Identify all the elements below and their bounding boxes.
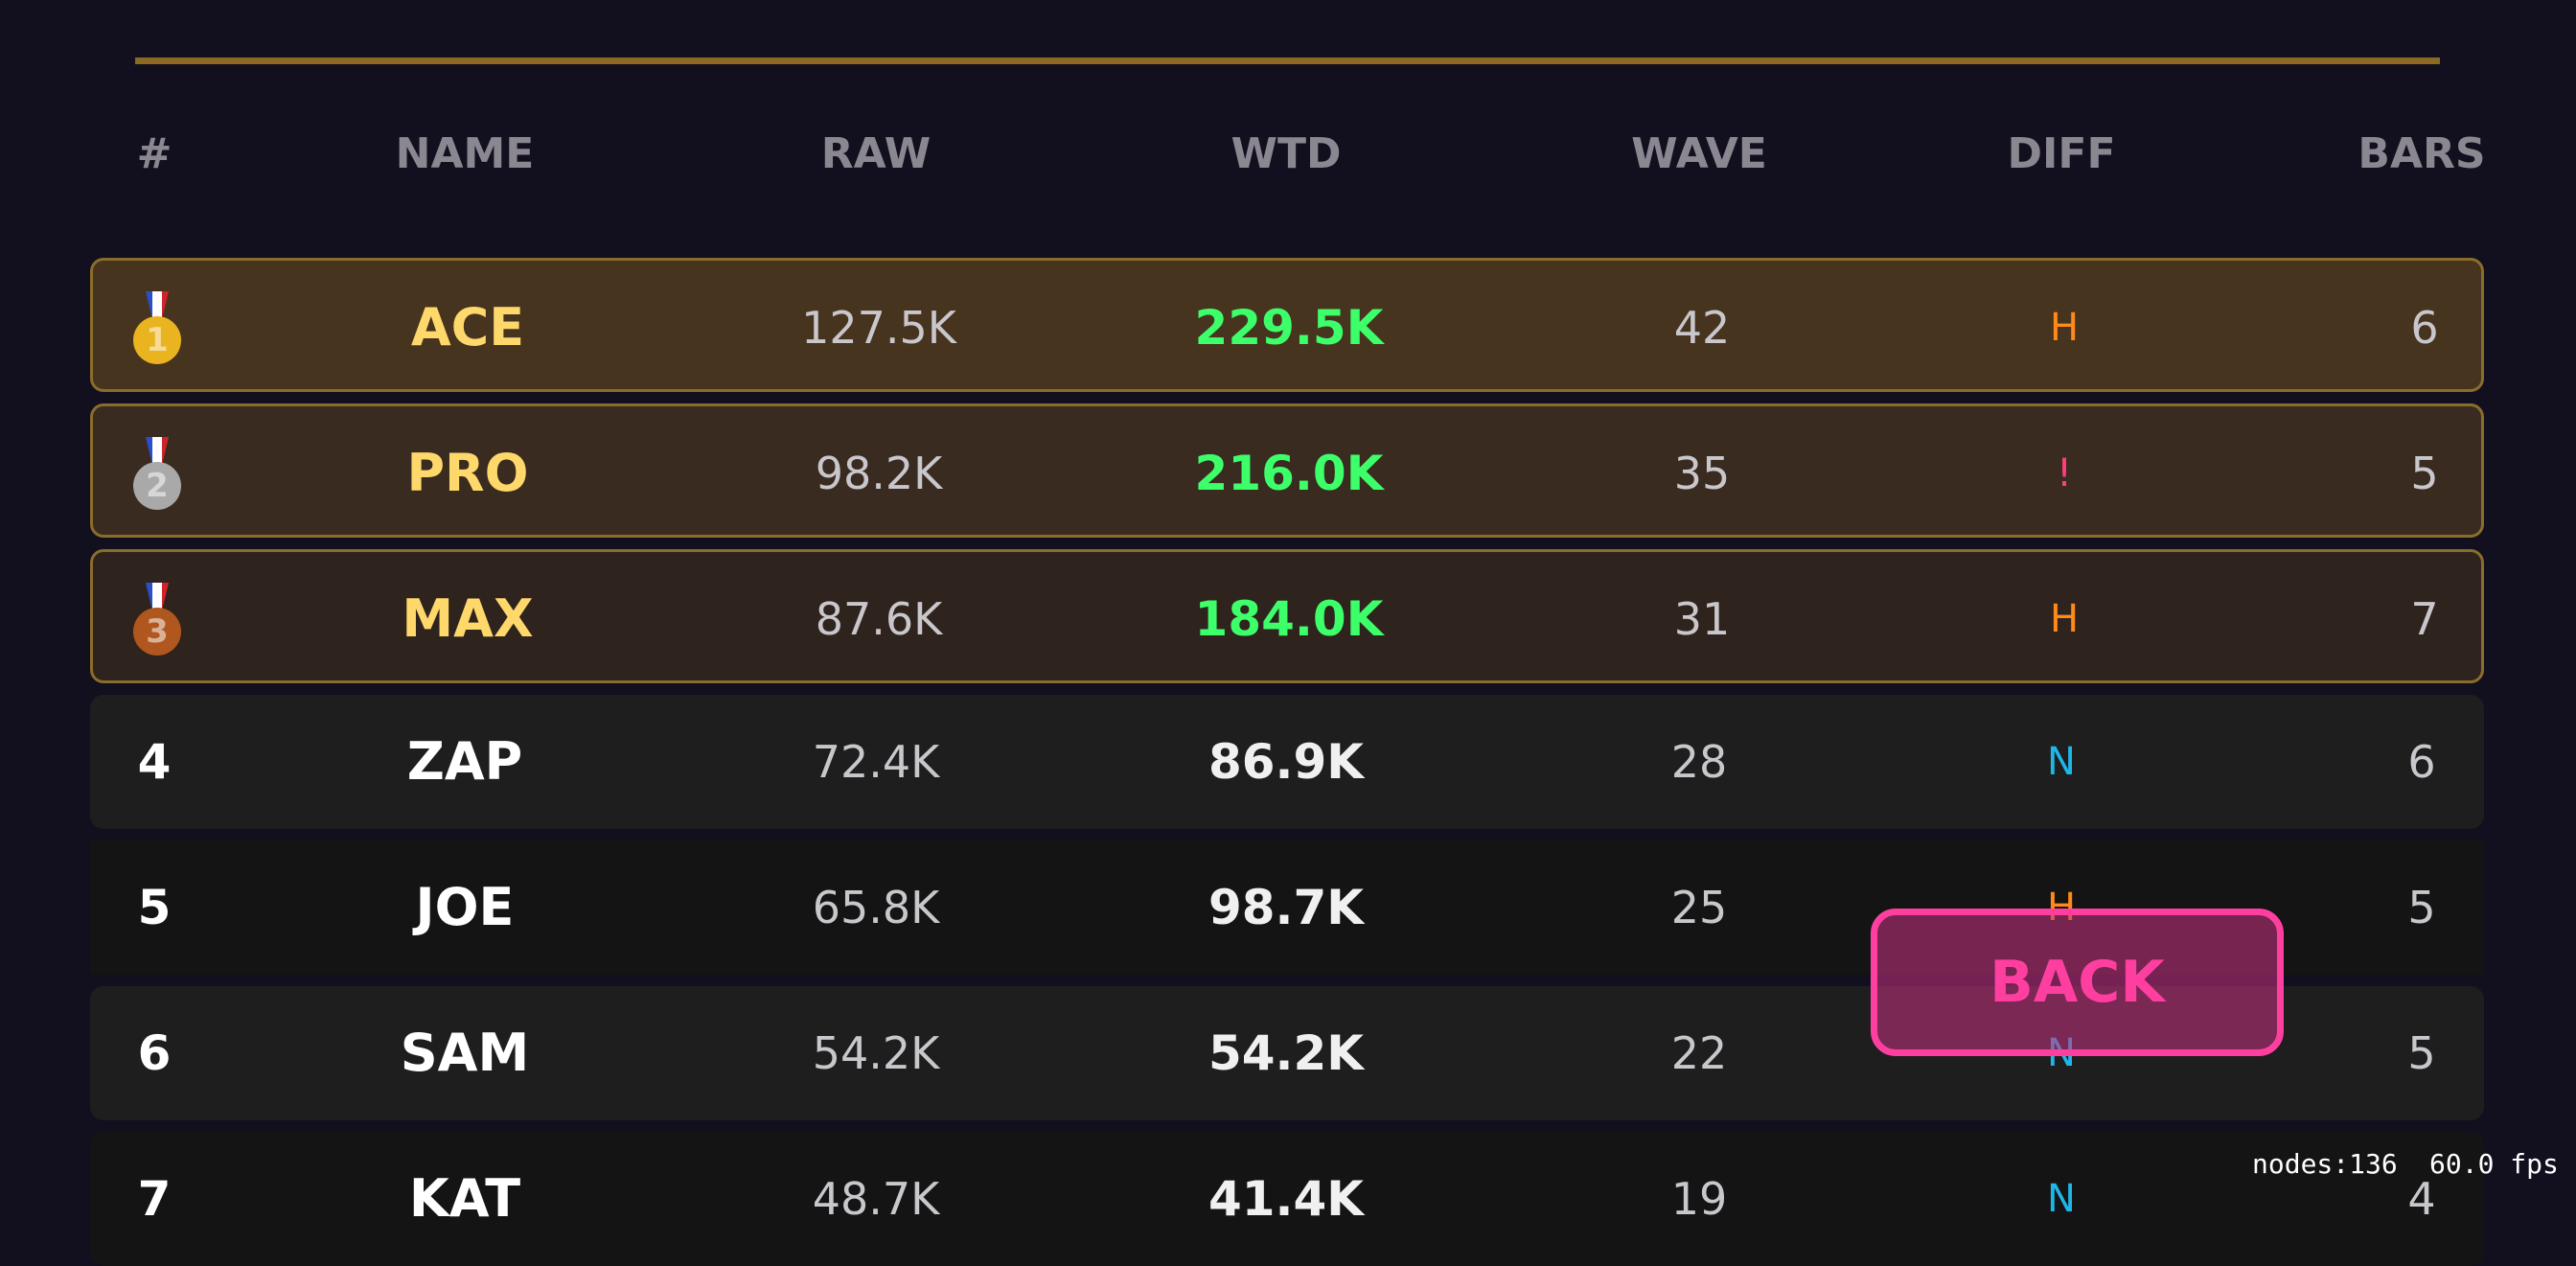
player-name: KAT	[408, 1168, 521, 1229]
bars: 7	[2410, 593, 2439, 645]
difficulty: !	[2056, 451, 2073, 495]
weighted-score: 229.5K	[1194, 300, 1384, 356]
player-name: SAM	[400, 1023, 530, 1083]
medal-rank: 1	[133, 316, 181, 364]
leaderboard-row: 7 KAT 48.7K 41.4K 19 N 4	[90, 1132, 2484, 1266]
player-name: PRO	[406, 443, 529, 503]
weighted-score: 54.2K	[1208, 1025, 1365, 1081]
medal: 3	[133, 583, 181, 659]
medal: 1	[133, 291, 181, 368]
wave: 42	[1673, 302, 1731, 354]
leaderboard-screen: # NAME RAW WTD WAVE DIFF BARS 1 ACE 127.5K 229.5K…	[90, 58, 2559, 1266]
bars: 6	[2410, 302, 2439, 354]
medal-rank: 2	[133, 462, 181, 510]
player-name: JOE	[415, 877, 515, 937]
difficulty: N	[2047, 740, 2076, 784]
column-header: WTD	[1230, 129, 1342, 178]
leaderboard-row: 2 PRO 98.2K 216.0K 35! 5	[90, 403, 2484, 538]
wave: 28	[1670, 736, 1728, 788]
difficulty: N	[2047, 1177, 2076, 1221]
bars: 5	[2407, 1027, 2436, 1079]
column-header: BARS	[2358, 129, 2486, 178]
debug-nodes: nodes:136	[2252, 1148, 2398, 1180]
rank: 4	[137, 734, 172, 790]
raw-score: 127.5K	[801, 302, 956, 354]
column-header: DIFF	[2007, 129, 2116, 178]
column-header: NAME	[395, 129, 535, 178]
difficulty: H	[2049, 597, 2080, 641]
raw-score: 54.2K	[812, 1027, 940, 1079]
column-header: WAVE	[1631, 129, 1767, 178]
weighted-score: 41.4K	[1208, 1171, 1365, 1227]
medal-rank: 3	[133, 608, 181, 656]
bars: 5	[2407, 882, 2436, 933]
medal: 2	[133, 437, 181, 514]
rank: 6	[137, 1025, 172, 1081]
debug-fps: 60.0 fps	[2429, 1148, 2559, 1180]
weighted-score: 86.9K	[1208, 734, 1365, 790]
back-button[interactable]: BACK	[1871, 909, 2284, 1056]
player-name: ZAP	[406, 731, 523, 792]
raw-score: 72.4K	[812, 736, 940, 788]
raw-score: 98.2K	[815, 448, 943, 499]
wave: 25	[1670, 882, 1728, 933]
weighted-score: 184.0K	[1194, 591, 1384, 647]
player-name: MAX	[402, 588, 534, 649]
wave: 22	[1670, 1027, 1728, 1079]
bars: 5	[2410, 448, 2439, 499]
difficulty: H	[2049, 306, 2080, 350]
wave: 19	[1670, 1173, 1728, 1225]
raw-score: 87.6K	[815, 593, 943, 645]
rank: 5	[137, 880, 172, 935]
column-header: RAW	[820, 129, 932, 178]
bars: 6	[2407, 736, 2436, 788]
leaderboard-row: 1 ACE 127.5K 229.5K 42 H 6	[90, 258, 2484, 392]
leaderboard-row: 3 MAX 87.6K 184.0K 31 H 7	[90, 549, 2484, 683]
raw-score: 48.7K	[812, 1173, 940, 1225]
wave: 31	[1673, 593, 1731, 645]
gold-rule	[135, 58, 2440, 64]
player-name: ACE	[410, 297, 525, 357]
column-header: #	[136, 129, 172, 178]
weighted-score: 98.7K	[1208, 880, 1365, 935]
leaderboard-row: 4 ZAP 72.4K 86.9K 28 N 6	[90, 695, 2484, 829]
raw-score: 65.8K	[812, 882, 940, 933]
rank: 7	[137, 1171, 172, 1227]
weighted-score: 216.0K	[1194, 446, 1384, 501]
wave: 35	[1673, 448, 1731, 499]
